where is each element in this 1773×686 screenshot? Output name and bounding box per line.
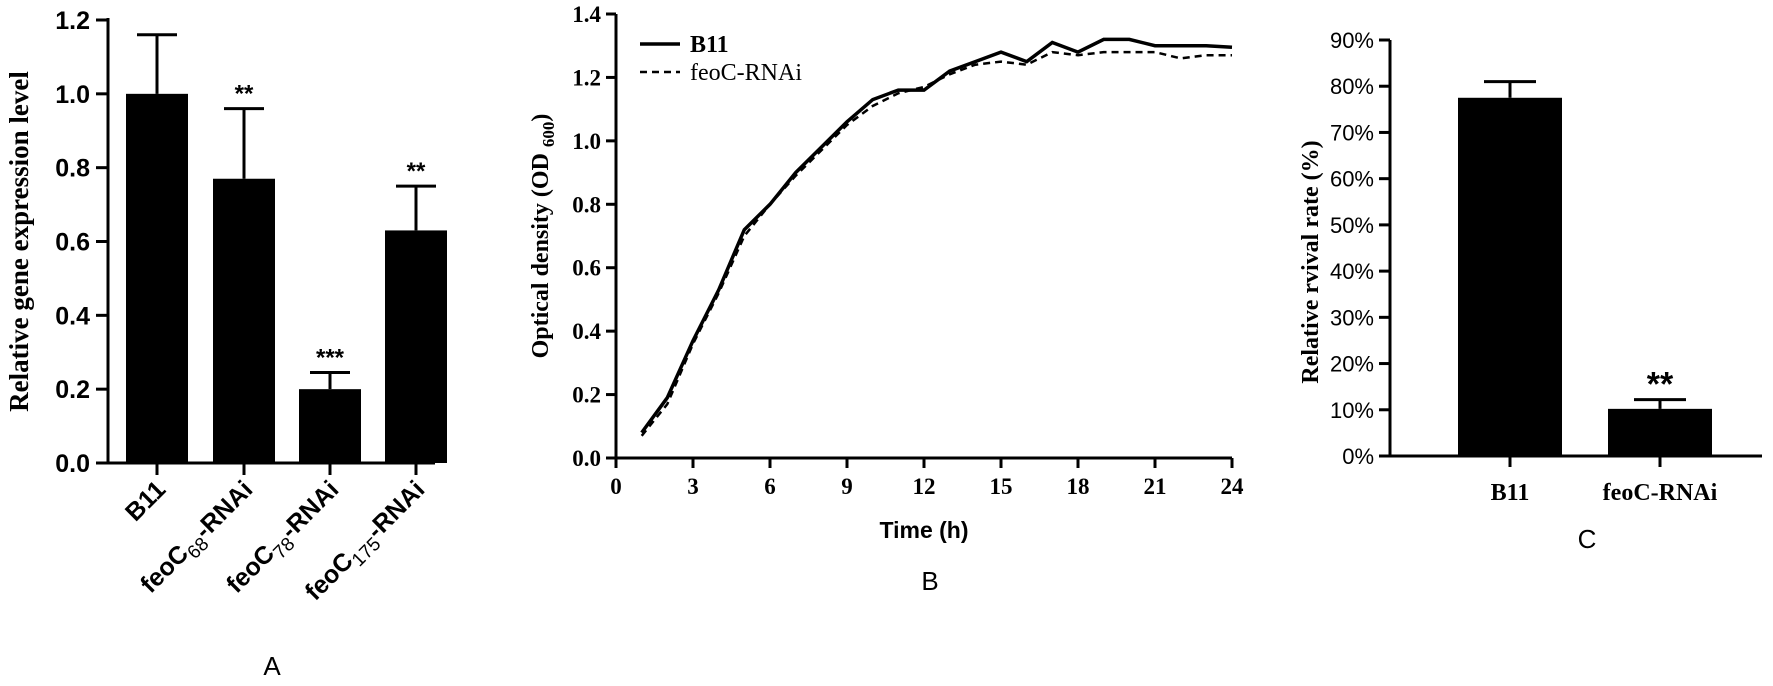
b-y-axis-label-subscript: 600 [539,122,558,148]
c-y-tick-label: 60% [1330,167,1374,192]
c-y-tick-label: 70% [1330,120,1374,145]
c-error-bar [1484,80,1536,98]
b-x-tick-label: 3 [687,474,699,499]
b-series-line-b11 [640,37,1233,434]
b-x-tick-label: 12 [913,474,936,499]
b-y-tick-label: 0.4 [572,319,601,344]
a-category-label: B11 [120,475,171,526]
a-y-tick-label: 0.2 [55,376,90,404]
a-bar [126,93,188,463]
b-y-tick-label: 1.2 [572,65,601,90]
b-series-line-feoc-rnai [640,50,1232,437]
c-y-tick-label: 30% [1330,305,1374,330]
panel-label-c: C [1578,524,1597,554]
a-bar [213,178,275,463]
panel-c-survival-rate-chart: 0% 10% 20% 30% 40% 50% 60% 70% 80% 90% Relative rv… [1298,28,1762,506]
a-category-suffix: -RNAi [361,475,430,544]
a-y-axis-label: Relative gene expression level [4,71,34,412]
c-y-tick-label: 50% [1330,213,1374,238]
b-y-tick-label: 0.6 [572,256,601,281]
b-x-axis-label: Time (h) [879,517,968,543]
a-error-bar [310,371,350,390]
c-y-tick-label: 20% [1330,352,1374,377]
c-bar [1458,97,1562,457]
a-error-bar [396,184,436,231]
a-y-tick-label: 0.4 [55,302,90,330]
panel-label-a: A [263,651,281,681]
c-y-tick-label: 10% [1330,398,1374,423]
a-significance-label: ** [407,158,426,185]
c-y-axis-label: Relative rvival rate (%) [1298,140,1324,383]
a-significance-label: *** [316,345,345,372]
a-y-tick-label: 1.2 [55,7,90,35]
b-y-tick-label: 0.2 [572,383,601,408]
c-y-tick-label: 0% [1342,444,1374,469]
a-y-tick-label: 1.0 [55,81,90,109]
c-significance-label: ** [1647,366,1674,404]
b-y-tick-label: 0.0 [572,446,601,471]
b-x-tick-label: 9 [841,474,853,499]
c-y-tick-label: 90% [1330,28,1374,53]
c-error-bar [1634,398,1686,409]
b-y-tick-label: 1.4 [572,2,601,27]
a-bar [385,230,447,463]
a-bar [299,389,361,463]
b-legend-label: B11 [690,32,729,58]
b-y-tick-label: 1.0 [572,129,601,154]
panel-label-b: B [921,566,938,596]
panel-b-growth-curve-chart: 0.0 0.2 0.4 0.6 0.8 1.0 1.2 1.4 0 3 6 9 12 15 18 21 24 Ti… [528,2,1244,543]
b-x-tick-label: 18 [1067,474,1090,499]
c-y-tick-label: 40% [1330,259,1374,284]
b-x-tick-label: 15 [990,474,1013,499]
a-error-bar [137,33,177,94]
b-y-tick-label: 0.8 [572,192,601,217]
a-y-tick-label: 0.0 [55,450,90,478]
a-y-tick-label: 0.6 [55,229,90,257]
b-x-tick-label: 6 [764,474,776,499]
b-legend-label: feoC-RNAi [690,60,802,86]
a-category-suffix: -RNAi [275,475,344,544]
a-y-tick-label: 0.8 [55,155,90,183]
b-y-axis-label: Optical density (OD 600) [528,114,558,359]
c-y-tick-label: 80% [1330,74,1374,99]
c-category-label: B11 [1491,480,1530,506]
b-y-axis-label-text: Optical density (OD [528,147,554,358]
c-category-label: feoC-RNAi [1603,480,1718,506]
a-category-base: B11 [120,475,171,526]
b-y-axis-label-close: ) [528,114,554,122]
b-x-tick-label: 0 [610,474,622,499]
panel-a-gene-expression-chart: 0.0 0.2 0.4 0.6 0.8 1.0 1.2 Relative gene expre… [4,7,447,606]
a-error-bar [224,107,264,179]
a-category-suffix: -RNAi [189,475,258,544]
b-x-tick-label: 21 [1144,474,1167,499]
a-significance-label: ** [235,81,254,108]
b-x-tick-label: 24 [1221,474,1245,499]
c-bar [1608,408,1712,456]
